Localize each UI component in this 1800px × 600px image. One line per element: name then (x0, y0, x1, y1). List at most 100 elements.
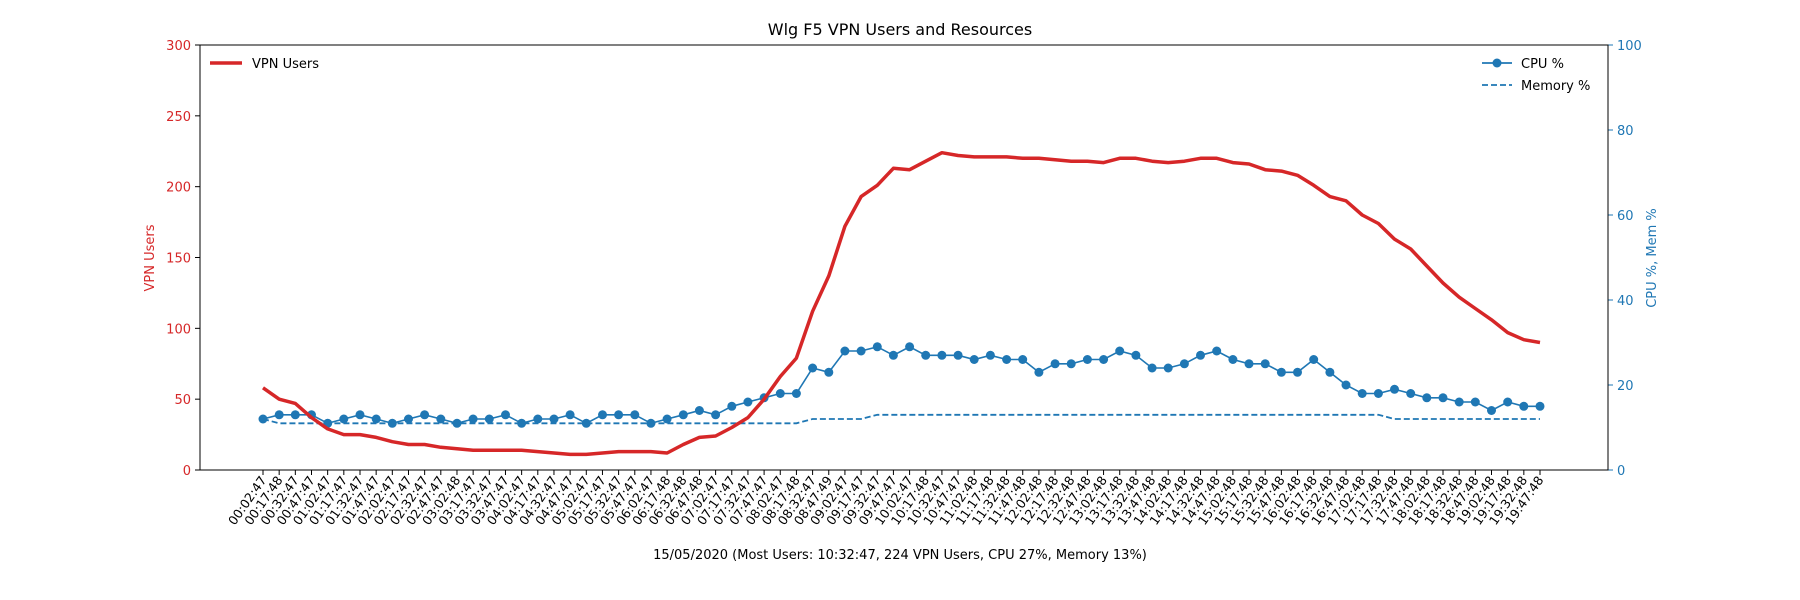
memory-series-line (262, 413, 1540, 425)
cpu-point (339, 414, 349, 424)
cpu-point (1066, 359, 1076, 369)
cpu-point (533, 414, 543, 424)
cpu-point (404, 414, 413, 424)
cpu-point (711, 410, 721, 420)
cpu-point (1470, 397, 1480, 407)
cpu-point (921, 350, 931, 360)
cpu-point (274, 410, 284, 420)
cpu-point (824, 367, 834, 377)
cpu-point (355, 410, 365, 420)
cpu-point (808, 363, 818, 373)
cpu-point (1115, 346, 1125, 356)
cpu-point (1244, 359, 1254, 369)
right-y-tick-label: 60 (1617, 209, 1634, 224)
cpu-point (1034, 367, 1044, 377)
legend-vpn-label: VPN Users (252, 57, 319, 72)
left-y-tick-label: 50 (174, 393, 191, 408)
left-y-tick-label: 100 (166, 322, 191, 337)
right-y-tick-label: 20 (1617, 379, 1634, 394)
cpu-point (549, 414, 559, 424)
cpu-point (1179, 359, 1189, 369)
cpu-point (1535, 401, 1545, 411)
cpu-point (775, 389, 785, 398)
cpu-point (598, 410, 607, 420)
vpn-users-series-line (261, 150, 1541, 457)
x-axis-label: 15/05/2020 (Most Users: 10:32:47, 224 VP… (653, 548, 1147, 563)
right-y-axis-label: CPU %, Mem % (1645, 208, 1660, 308)
cpu-point (969, 355, 979, 364)
left-y-tick-label: 200 (166, 181, 191, 196)
cpu-point (872, 342, 882, 352)
cpu-point (727, 401, 737, 411)
cpu-point (937, 350, 947, 360)
cpu-point (1325, 367, 1335, 377)
cpu-point (953, 350, 963, 360)
plot-frame (199, 44, 1609, 471)
cpu-point (1050, 359, 1060, 369)
cpu-point (1131, 350, 1141, 360)
cpu-point (1357, 389, 1367, 398)
cpu-point (258, 414, 268, 424)
cpu-point (484, 414, 494, 424)
cpu-point (1454, 397, 1464, 407)
left-y-tick-label: 150 (166, 252, 191, 267)
cpu-point (985, 350, 995, 360)
cpu-point (565, 410, 575, 420)
cpu-point (1276, 367, 1286, 377)
cpu-point (840, 346, 850, 356)
chart-title: Wlg F5 VPN Users and Resources (768, 20, 1032, 39)
cpu-point (1293, 367, 1302, 377)
legend-vpn: VPN Users (210, 57, 319, 72)
cpu-point (678, 410, 688, 420)
right-y-tick-label: 0 (1617, 464, 1625, 479)
cpu-point (581, 418, 591, 428)
cpu-point (1519, 401, 1529, 411)
cpu-point (1373, 389, 1383, 398)
cpu-point (1212, 346, 1222, 356)
cpu-point (1422, 393, 1432, 403)
cpu-point (1487, 406, 1496, 415)
cpu-point (452, 418, 462, 428)
cpu-point (694, 406, 704, 415)
legend-memory-label: Memory % (1521, 79, 1590, 94)
cpu-point (1163, 363, 1173, 373)
cpu-point (1309, 355, 1319, 364)
cpu-point (420, 410, 430, 420)
left-y-tick-label: 250 (166, 110, 191, 125)
cpu-point (905, 342, 915, 352)
cpu-point (290, 410, 300, 420)
cpu-point (614, 410, 624, 420)
right-y-tick-label: 100 (1617, 39, 1642, 54)
cpu-point (1438, 393, 1448, 403)
cpu-point (468, 414, 478, 424)
legend-cpu-marker (1492, 58, 1502, 68)
cpu-point (1390, 384, 1399, 394)
left-y-tick-label: 300 (166, 39, 191, 54)
cpu-point (662, 414, 672, 424)
left-y-axis-label: VPN Users (143, 224, 158, 291)
cpu-point (1503, 397, 1513, 407)
cpu-point (856, 346, 866, 356)
right-y-tick-label: 80 (1617, 124, 1634, 139)
cpu-point (630, 410, 640, 420)
cpu-point (888, 350, 898, 360)
cpu-point (371, 414, 381, 424)
plot-area: 05010015020025030002040608010000:02:4700… (166, 39, 1642, 528)
cpu-point (1018, 355, 1028, 364)
cpu-point (1002, 355, 1012, 364)
cpu-point (1196, 350, 1205, 360)
cpu-point (1228, 355, 1238, 364)
cpu-point (1260, 359, 1270, 369)
cpu-point (743, 397, 753, 407)
legend-cpu-label: CPU % (1521, 57, 1564, 72)
cpu-point (646, 418, 656, 428)
cpu-point (387, 418, 397, 428)
cpu-point (1406, 389, 1416, 398)
right-y-tick-label: 40 (1617, 294, 1634, 309)
cpu-point (501, 410, 510, 420)
cpu-point (517, 418, 527, 428)
cpu-point (1099, 355, 1109, 364)
cpu-point (791, 389, 801, 398)
